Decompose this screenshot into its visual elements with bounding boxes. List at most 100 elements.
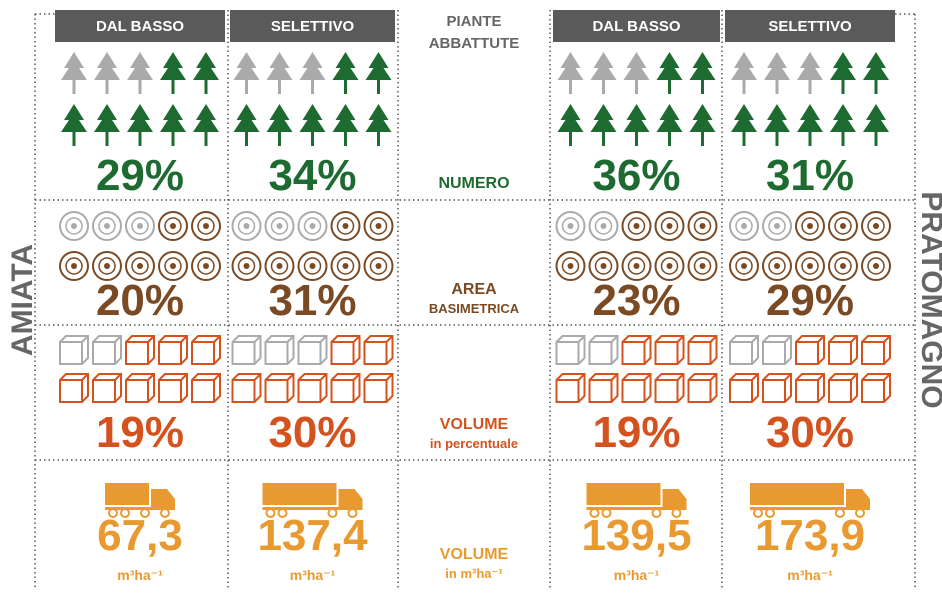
cube [829,374,857,402]
unit: m³ha⁻¹ [117,567,163,583]
cube [730,374,758,402]
icon [365,374,393,402]
header-label: SELETTIVO [768,18,852,35]
value: 23% [592,276,680,325]
cube [266,374,294,402]
cube [862,336,890,364]
log-core [343,263,349,269]
cube [159,374,187,402]
cube [299,374,327,402]
icon [764,104,790,146]
icon [333,104,359,146]
value: 34% [268,151,356,200]
trunk [809,78,812,94]
icon [300,104,326,146]
tree [300,104,326,132]
log-core [634,263,640,269]
log-core [104,223,110,229]
icon [590,212,618,240]
unit: m³ha⁻¹ [614,567,660,583]
log-core [277,263,283,269]
cube [829,336,857,364]
icon [763,212,791,240]
cube [93,374,121,402]
log-core [244,263,250,269]
icon [730,374,758,402]
log-core [137,263,143,269]
truck-cab [663,489,687,509]
log-core [873,263,879,269]
truck-cab [151,489,175,509]
trunk [602,78,605,94]
value: 30% [766,408,854,457]
log-core [310,263,316,269]
value: 30% [268,408,356,457]
tree [797,52,823,80]
tree [94,52,120,80]
tree [366,104,392,132]
icon [590,336,618,364]
icon [863,104,889,146]
tree [624,52,650,80]
tree [690,52,716,80]
icon [365,212,393,240]
log-core [700,263,706,269]
log-core [873,223,879,229]
trunk [743,78,746,94]
truck-cab [846,489,870,509]
trunk [569,130,572,146]
icon [557,252,585,280]
tree [657,52,683,80]
icon [299,374,327,402]
tree [863,52,889,80]
icon [333,52,359,94]
truck-chassis [587,507,687,510]
tree [193,52,219,80]
cube [623,374,651,402]
trunk [172,78,175,94]
icon [623,374,651,402]
trunk [701,130,704,146]
icon [126,374,154,402]
row-label: NUMERO [438,175,509,192]
icon [558,52,584,94]
trunk [842,78,845,94]
header-label: DAL BASSO [592,18,680,35]
icon [60,212,88,240]
log-core [807,263,813,269]
trunk [278,130,281,146]
icon [332,212,360,240]
icon [656,336,684,364]
value: 20% [96,276,184,325]
icon [829,336,857,364]
cube [365,336,393,364]
icon [829,212,857,240]
cube [332,336,360,364]
icon [657,104,683,146]
cube [192,336,220,364]
header-label: DAL BASSO [96,18,184,35]
trunk [701,78,704,94]
icon [192,252,220,280]
cube [60,374,88,402]
cube [796,374,824,402]
trunk [842,130,845,146]
icon [366,104,392,146]
icon [689,212,717,240]
tree [94,104,120,132]
icon [591,52,617,94]
tree [797,104,823,132]
log-core [667,223,673,229]
icon [366,52,392,94]
icon [689,374,717,402]
tree [764,52,790,80]
icon [862,252,890,280]
log-core [170,223,176,229]
value: 36% [592,151,680,200]
icon [623,212,651,240]
cube [332,374,360,402]
truck-cab [339,489,363,509]
row-label: in percentuale [430,436,518,451]
icon [623,336,651,364]
trunk [635,78,638,94]
